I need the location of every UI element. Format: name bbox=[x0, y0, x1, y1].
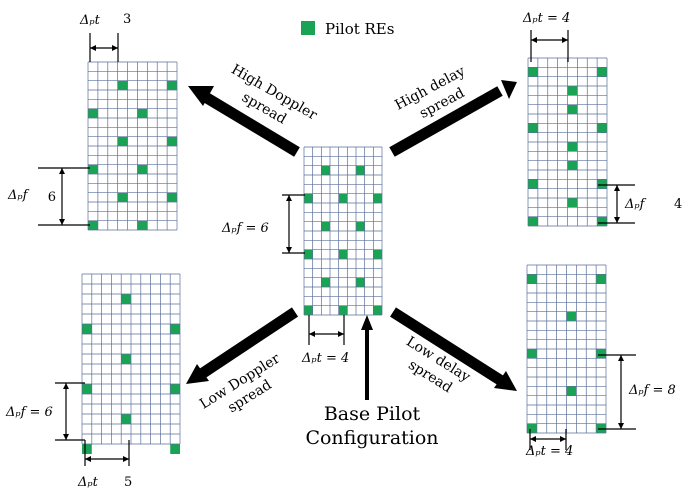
arrow-low-delay bbox=[390, 307, 517, 391]
pilot-re bbox=[82, 324, 92, 334]
pilot-re bbox=[597, 123, 607, 133]
top-left-dt-label: Δₚt bbox=[79, 13, 101, 28]
arrow-high-delay bbox=[389, 80, 517, 157]
pilot-re bbox=[356, 221, 365, 231]
pilot-re bbox=[527, 423, 537, 433]
pilot-re bbox=[117, 136, 128, 146]
pilot-re bbox=[82, 384, 92, 394]
pilot-re bbox=[170, 384, 180, 394]
pilot-re bbox=[596, 423, 606, 433]
pilot-re bbox=[527, 274, 537, 284]
grid-top-left bbox=[87, 61, 178, 231]
pilot-re bbox=[567, 142, 578, 152]
grid-bottom-left bbox=[81, 273, 181, 454]
pilot-re bbox=[170, 444, 180, 454]
legend: Pilot REs bbox=[301, 20, 394, 38]
pilot-re bbox=[373, 305, 382, 315]
pilot-re bbox=[528, 123, 538, 133]
pilot-re bbox=[321, 221, 330, 231]
pilot-re bbox=[597, 67, 607, 77]
pilot-re bbox=[597, 179, 607, 189]
pilot-re bbox=[338, 249, 348, 259]
top-right-df-value: 4 bbox=[674, 197, 682, 212]
pilot-re bbox=[596, 274, 606, 284]
pilot-re bbox=[373, 249, 382, 259]
pilot-re bbox=[167, 80, 177, 90]
pilot-re bbox=[321, 277, 330, 287]
bottom-left-dt-label: Δₚt bbox=[77, 475, 99, 490]
pilot-re bbox=[121, 294, 131, 304]
pilot-re bbox=[528, 179, 538, 189]
pilot-re bbox=[528, 216, 538, 226]
center-dimensions: Δₚf = 6 Δₚt = 4 bbox=[221, 194, 349, 366]
legend-label: Pilot REs bbox=[325, 20, 394, 38]
bottom-left-df-label: Δₚf = 6 bbox=[5, 405, 53, 420]
pilot-re bbox=[304, 193, 313, 203]
grid-top-right bbox=[527, 57, 608, 227]
top-left-dt-value: 3 bbox=[123, 12, 131, 27]
pilot-re bbox=[304, 305, 313, 315]
pilot-re bbox=[567, 160, 578, 170]
pilot-re bbox=[566, 386, 577, 396]
pilot-re bbox=[566, 311, 577, 321]
top-right-df-label: Δₚf bbox=[624, 197, 647, 212]
pilot-re bbox=[117, 80, 128, 90]
pilot-re bbox=[356, 165, 365, 175]
top-left-df-value: 6 bbox=[48, 190, 56, 205]
center-df-label: Δₚf = 6 bbox=[221, 221, 269, 236]
pilot-re bbox=[597, 216, 607, 226]
bottom-right-dimensions: Δₚf = 8 Δₚt = 4 bbox=[525, 354, 676, 459]
pilot-re bbox=[88, 220, 98, 230]
pilot-re bbox=[88, 164, 98, 174]
top-left-df-label: Δₚf bbox=[7, 188, 30, 203]
arrow-low-doppler bbox=[186, 307, 299, 384]
pilot-re bbox=[82, 444, 92, 454]
grid-bottom-right bbox=[526, 264, 607, 434]
pilot-re bbox=[567, 198, 578, 208]
pilot-re bbox=[121, 414, 131, 424]
arrows bbox=[186, 80, 517, 400]
pilot-re bbox=[137, 164, 148, 174]
pilot-re bbox=[356, 277, 365, 287]
pilot-re bbox=[137, 108, 148, 118]
pilot-re bbox=[117, 192, 128, 202]
bottom-left-dt-value: 5 bbox=[124, 475, 132, 490]
pilot-re bbox=[121, 354, 131, 364]
base-caption-line2: Configuration bbox=[305, 427, 438, 449]
pilot-re bbox=[527, 349, 537, 359]
bottom-right-df-label: Δₚf = 8 bbox=[628, 383, 676, 398]
pilot-re bbox=[567, 104, 578, 114]
pilot-re bbox=[567, 86, 578, 96]
bottom-right-dt-label: Δₚt = 4 bbox=[525, 444, 573, 459]
pilot-re bbox=[338, 193, 348, 203]
pilot-re bbox=[88, 108, 98, 118]
center-dt-label: Δₚt = 4 bbox=[301, 351, 349, 366]
pilot-re bbox=[596, 349, 606, 359]
pilot-re bbox=[167, 136, 177, 146]
pilot-re bbox=[167, 192, 177, 202]
arrow-base bbox=[361, 315, 373, 400]
arrow-high-doppler bbox=[188, 86, 300, 157]
pilot-re bbox=[170, 324, 180, 334]
pilot-re bbox=[321, 165, 330, 175]
pilot-re bbox=[528, 67, 538, 77]
bottom-left-dimensions: Δₚf = 6 Δₚt 5 bbox=[5, 382, 132, 490]
top-right-dt-label: Δₚt = 4 bbox=[522, 11, 570, 26]
pilot-re bbox=[373, 193, 382, 203]
top-left-dimensions: Δₚt 3 Δₚf 6 bbox=[7, 12, 131, 226]
base-caption-line1: Base Pilot bbox=[324, 403, 421, 425]
pilot-re bbox=[137, 220, 148, 230]
pilot-re bbox=[304, 249, 313, 259]
legend-swatch bbox=[301, 21, 315, 35]
pilot-re bbox=[338, 305, 348, 315]
top-right-dimensions: Δₚt = 4 Δₚf 4 bbox=[522, 11, 682, 224]
grid-center bbox=[303, 146, 383, 316]
